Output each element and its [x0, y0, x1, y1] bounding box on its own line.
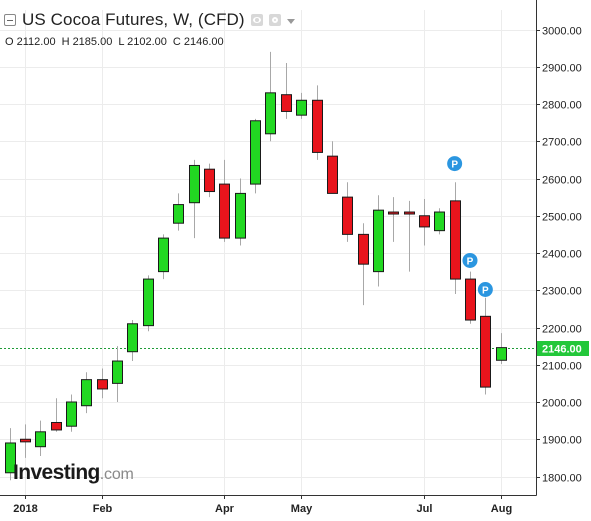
candle-up[interactable] [66, 401, 77, 427]
ohlc-low: L 2102.00 [118, 36, 167, 48]
candlestick-series[interactable] [5, 51, 507, 481]
candle-up[interactable] [189, 164, 200, 204]
logo-wordmark: Investing [13, 461, 100, 484]
candle-down[interactable] [388, 211, 399, 215]
event-marker-label: P [467, 256, 474, 267]
candle-up[interactable] [143, 278, 154, 327]
candle-up[interactable] [173, 204, 184, 224]
candle-up[interactable] [158, 237, 169, 273]
event-marker-label: P [451, 160, 458, 171]
y-tick-label: 2400.00 [542, 249, 582, 261]
candle-down[interactable] [20, 438, 31, 443]
event-markers[interactable]: P P P [447, 156, 493, 298]
candle-down[interactable] [342, 196, 353, 235]
current-price-badge [537, 341, 589, 356]
candle-up[interactable] [35, 431, 46, 448]
candle-down[interactable] [419, 215, 430, 228]
current-price-value: 2146.00 [542, 344, 582, 356]
candle-up[interactable] [250, 120, 261, 185]
candle-down[interactable] [51, 421, 62, 431]
x-tick-label: 2018 [13, 503, 37, 515]
investing-logo: Investing .com [13, 461, 134, 485]
candle-down[interactable] [327, 155, 338, 194]
y-tick-label: 2000.00 [542, 398, 582, 410]
y-tick-label: 2100.00 [542, 361, 582, 373]
y-tick-label: 2300.00 [542, 286, 582, 298]
x-tick-label: Feb [93, 503, 113, 515]
candle-down[interactable] [465, 278, 476, 321]
y-tick-label: 2200.00 [542, 324, 582, 336]
y-tick-label: 2700.00 [542, 137, 582, 149]
ohlc-close: C 2146.00 [172, 36, 224, 48]
ohlc-open: O 2112.00 [5, 36, 56, 48]
candle-down[interactable] [219, 183, 230, 239]
y-tick-label: 2900.00 [542, 63, 582, 75]
x-tick-label: Apr [215, 503, 235, 515]
visibility-icon[interactable] [250, 14, 263, 26]
candle-up[interactable] [496, 347, 507, 361]
candle-up[interactable] [235, 192, 246, 239]
y-tick-label: 1900.00 [542, 435, 582, 447]
collapse-icon[interactable] [4, 14, 16, 26]
event-marker-badge[interactable] [447, 156, 463, 172]
chart-header: US Cocoa Futures, W, (CFD) [4, 10, 295, 30]
candle-up[interactable] [5, 442, 16, 474]
candle-down[interactable] [358, 233, 369, 265]
ohlc-readout: O 2112.00 H 2185.00 L 2102.00 C 2146.00 [5, 36, 224, 48]
event-marker-badge[interactable] [477, 282, 493, 298]
current-price-label: 2146.00 [537, 341, 589, 356]
candle-up[interactable] [81, 379, 92, 407]
time-axis: 2018 Feb Apr May Jul Aug [13, 495, 512, 515]
y-tick-label: 3000.00 [542, 26, 582, 38]
y-tick-label: 2600.00 [542, 175, 582, 187]
candle-down[interactable] [404, 211, 415, 215]
y-tick-label: 1800.00 [542, 473, 582, 485]
candle-down[interactable] [480, 315, 491, 388]
ohlc-high: H 2185.00 [61, 36, 113, 48]
candle-up[interactable] [373, 209, 384, 273]
y-tick-label: 2800.00 [542, 100, 582, 112]
candle-up[interactable] [434, 211, 445, 232]
chevron-down-icon[interactable] [286, 18, 295, 24]
x-tick-label: May [291, 503, 313, 515]
x-tick-label: Aug [491, 503, 512, 515]
candle-down[interactable] [312, 99, 323, 153]
candle-up[interactable] [127, 323, 138, 353]
price-axis: 3000.00 2900.00 2800.00 2700.00 2600.00 2500.… [536, 26, 582, 485]
candle-down[interactable] [204, 168, 215, 193]
chart-title: US Cocoa Futures, W, (CFD) [22, 10, 245, 29]
candle-up[interactable] [112, 360, 123, 384]
logo-domain: .com [99, 466, 134, 483]
candle-down[interactable] [281, 94, 292, 112]
candle-up[interactable] [296, 99, 307, 116]
candle-up[interactable] [265, 92, 276, 135]
event-marker-badge[interactable] [462, 252, 478, 268]
candle-down[interactable] [450, 200, 461, 280]
y-tick-label: 2500.00 [542, 212, 582, 224]
event-marker-label: P [482, 286, 489, 297]
settings-icon[interactable] [268, 14, 281, 26]
x-tick-label: Jul [417, 503, 433, 515]
candle-down[interactable] [97, 379, 108, 390]
